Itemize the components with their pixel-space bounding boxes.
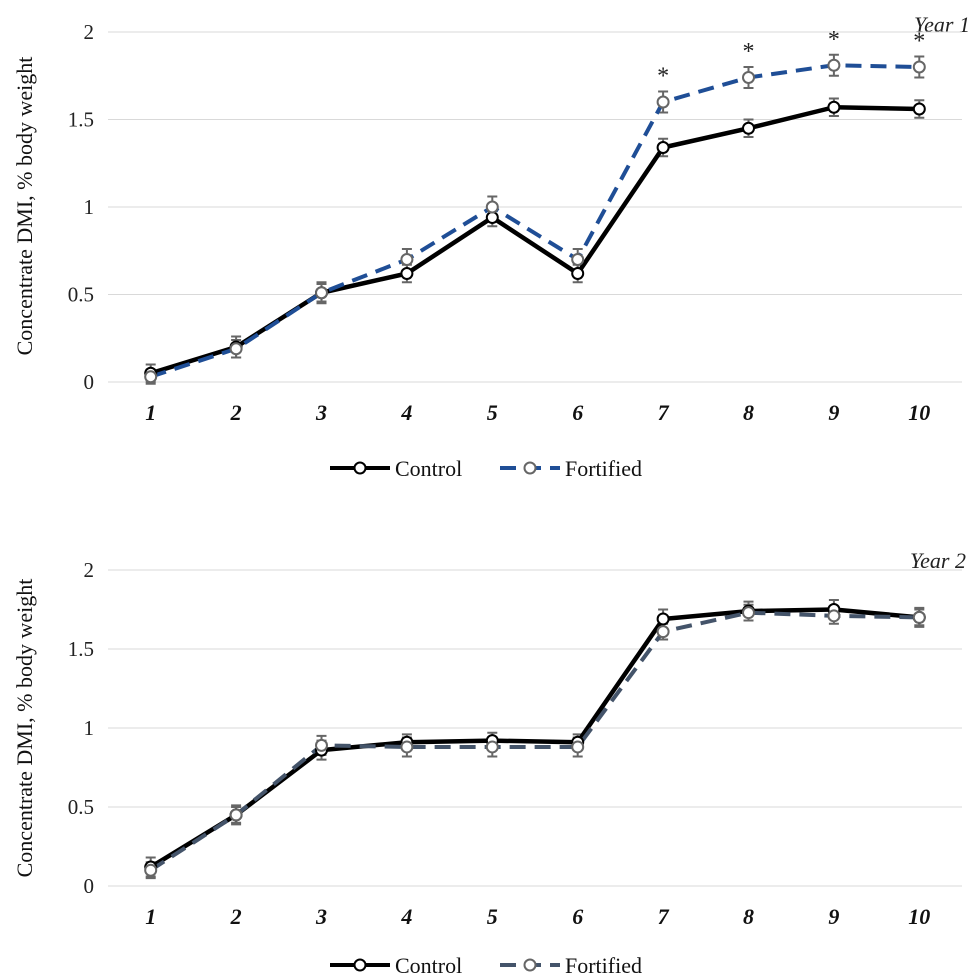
data-point — [400, 267, 414, 280]
legend-marker — [353, 958, 367, 972]
x-tick-label: 1 — [145, 904, 156, 929]
significance-mark: * — [828, 27, 840, 53]
data-point — [571, 253, 585, 266]
y-tick-label: 2 — [84, 20, 95, 44]
x-tick-label: 9 — [828, 904, 839, 929]
x-tick-label: 10 — [908, 400, 930, 425]
y-tick-label: 1 — [84, 716, 95, 740]
significance-mark: * — [743, 39, 755, 65]
legend-label-fortified: Fortified — [565, 456, 642, 481]
x-tick-label: 5 — [487, 400, 498, 425]
data-point — [742, 606, 755, 620]
y-tick-label: 0.5 — [68, 795, 94, 819]
data-point — [827, 100, 841, 114]
y-tick-label: 0 — [84, 874, 95, 898]
series-line-fortified — [149, 610, 920, 872]
error-bars-control — [145, 599, 925, 878]
data-point — [315, 738, 328, 752]
data-point — [485, 200, 499, 214]
year-1-chart-panel: Concentrate DMI, % body weight Year 1 0 0… — [12, 12, 970, 481]
x-tick-label: 1 — [145, 400, 156, 425]
x-tick-label: 7 — [658, 400, 670, 425]
series-line-fortified — [150, 63, 920, 379]
data-point — [656, 141, 670, 154]
markers-control — [144, 100, 926, 380]
data-point — [400, 740, 414, 754]
error-bars-fortified — [145, 53, 925, 385]
panel-label: Year 1 — [914, 12, 970, 37]
x-tick-label: 7 — [658, 904, 670, 929]
legend: Control Fortified — [330, 953, 642, 976]
x-tick-label: 3 — [315, 400, 327, 425]
x-tick-label: 3 — [315, 904, 327, 929]
data-point — [912, 60, 926, 74]
data-point — [912, 102, 926, 116]
y-axis-label: Concentrate DMI, % body weight — [12, 57, 37, 356]
x-tick-label: 5 — [487, 904, 498, 929]
x-tick-label: 2 — [230, 400, 242, 425]
legend-marker — [523, 461, 537, 475]
data-point — [571, 740, 585, 754]
markers-control — [144, 603, 926, 874]
data-point — [229, 808, 243, 822]
y-axis-label: Concentrate DMI, % body weight — [12, 579, 37, 878]
year-1-chart: Concentrate DMI, % body weight Year 1 0 0… — [12, 12, 970, 481]
x-tick-label: 8 — [743, 400, 754, 425]
x-tick-label: 2 — [230, 904, 242, 929]
significance-mark: * — [657, 64, 669, 90]
data-point — [485, 211, 499, 224]
y-tick-label: 1.5 — [68, 637, 94, 661]
legend-marker — [353, 461, 367, 475]
significance-mark: * — [913, 29, 925, 55]
data-point — [400, 253, 414, 266]
y-tick-label: 1.5 — [68, 108, 94, 132]
x-tick-label: 6 — [572, 904, 583, 929]
data-point — [827, 58, 841, 72]
data-point — [656, 625, 670, 639]
y-tick-label: 2 — [84, 558, 95, 582]
x-tick-label: 4 — [400, 400, 412, 425]
data-point — [827, 609, 841, 623]
legend-label-fortified: Fortified — [565, 953, 642, 976]
x-tick-label: 4 — [400, 904, 412, 929]
data-point — [144, 863, 158, 877]
x-tick-label: 8 — [743, 904, 754, 929]
x-tick-label: 9 — [828, 400, 839, 425]
y-tick-label: 1 — [84, 195, 95, 219]
x-tick-label: 10 — [908, 904, 930, 929]
series-line-control — [149, 607, 920, 869]
error-bars-control — [145, 97, 925, 383]
legend-marker — [523, 958, 537, 972]
x-tick-label: 6 — [572, 400, 583, 425]
markers-fortified — [144, 58, 926, 384]
data-point — [315, 286, 328, 300]
data-point — [485, 740, 499, 754]
data-point — [571, 267, 585, 280]
data-point — [656, 612, 670, 626]
panel-label: Year 2 — [910, 548, 966, 573]
gridlines — [108, 569, 962, 887]
data-point — [742, 121, 755, 135]
y-tick-label: 0 — [84, 370, 95, 394]
legend: Control Fortified — [330, 456, 642, 481]
legend-label-control: Control — [395, 953, 462, 976]
data-point — [912, 610, 926, 624]
data-point — [742, 71, 755, 84]
y-tick-label: 0.5 — [68, 283, 94, 307]
gridlines — [108, 31, 962, 383]
markers-fortified — [144, 606, 926, 877]
series-line-control — [150, 105, 920, 376]
legend-label-control: Control — [395, 456, 462, 481]
data-point — [144, 370, 158, 384]
data-point — [229, 342, 243, 356]
year-2-chart: Concentrate DMI, % body weight Year 2 0 0… — [12, 548, 966, 976]
year-2-chart-panel: Concentrate DMI, % body weight Year 2 0 0… — [0, 540, 976, 976]
data-point — [656, 95, 670, 109]
